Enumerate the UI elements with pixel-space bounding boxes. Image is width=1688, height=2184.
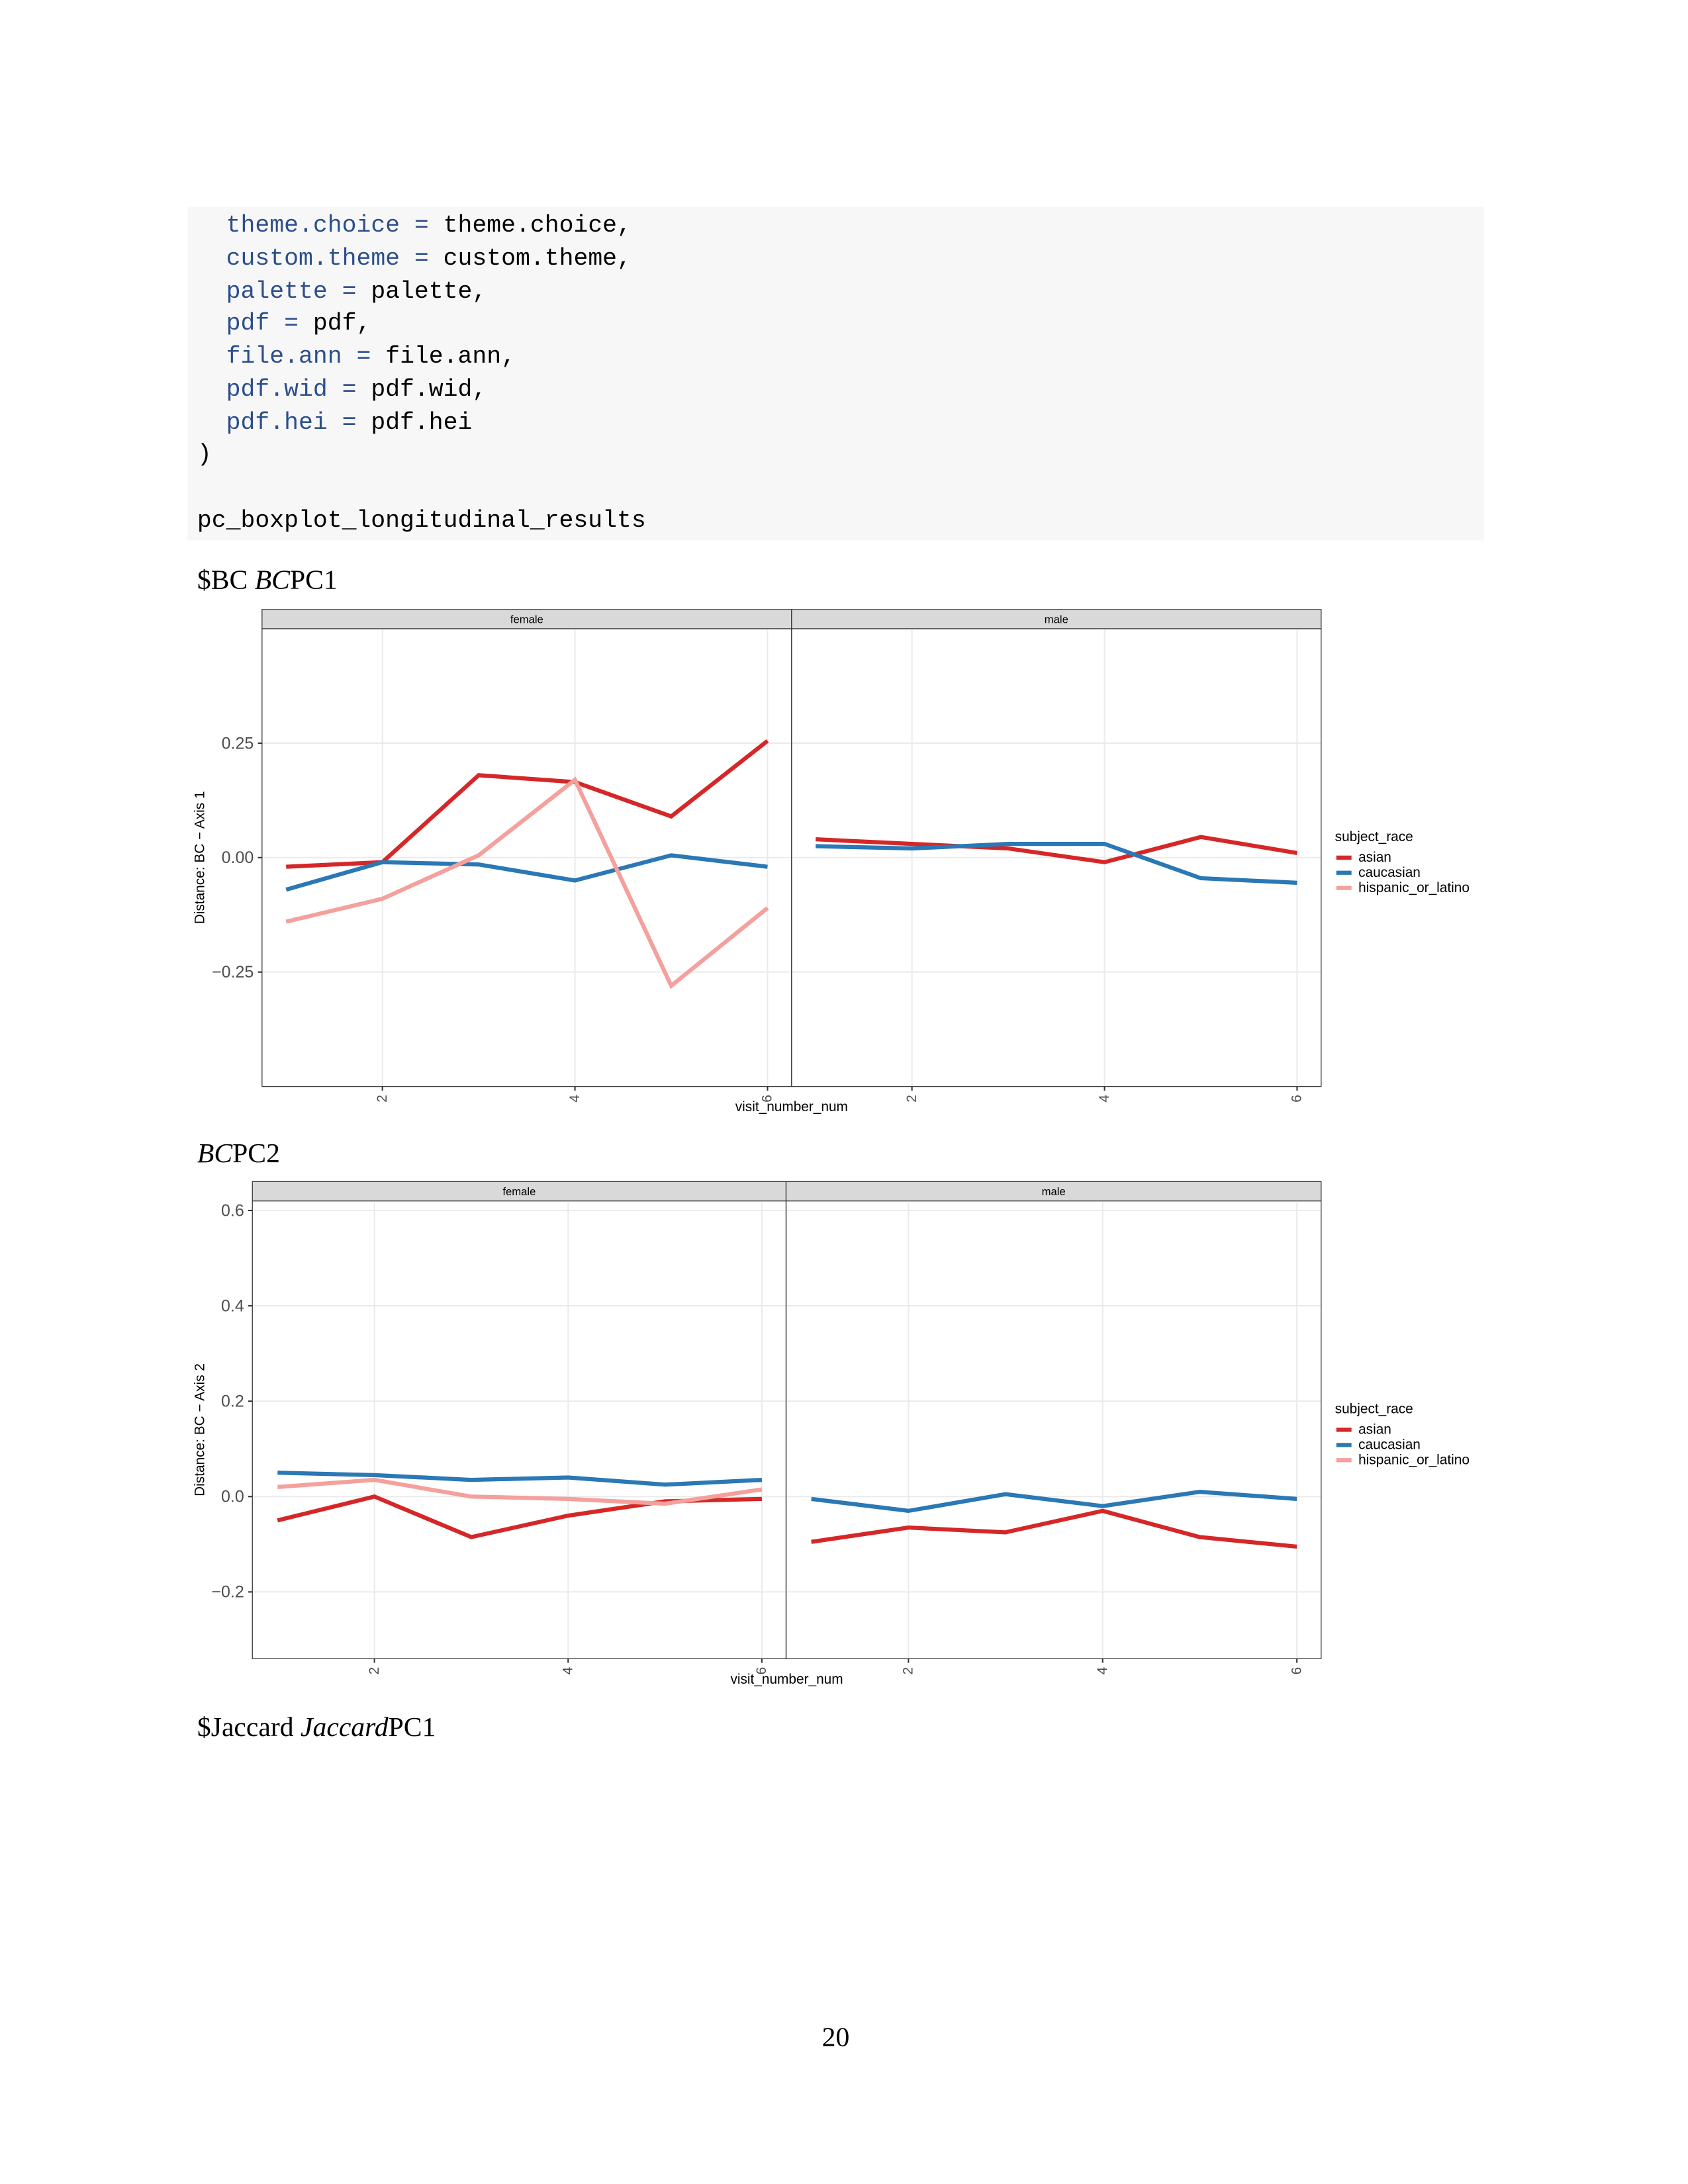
- section-heading: $Jaccard JaccardPC1: [197, 1712, 436, 1743]
- y-tick-label: 0.6: [221, 1201, 244, 1220]
- code-block: [187, 206, 1484, 541]
- x-tick-label: 2: [904, 1095, 919, 1103]
- x-tick-label: 6: [754, 1667, 769, 1675]
- section-heading: $BC BCPC1: [197, 565, 338, 596]
- series-line: [816, 841, 1297, 885]
- x-tick-label: 2: [375, 1095, 390, 1103]
- x-tick-label: 2: [367, 1667, 382, 1675]
- x-tick-label: 6: [760, 1095, 775, 1103]
- code-value: file.ann,: [385, 343, 516, 370]
- panel-border: [791, 628, 1322, 1087]
- code-value: pdf.wid,: [371, 376, 487, 403]
- y-axis-label: Distance: BC − Axis 1: [192, 791, 207, 924]
- x-axis-label: visit_number_num: [730, 1672, 843, 1687]
- legend-label: caucasian: [1358, 865, 1421, 880]
- code-value: custom.theme,: [444, 245, 632, 272]
- series-line: [286, 739, 769, 869]
- code-value: pdf,: [313, 310, 371, 337]
- x-tick-label: 4: [1095, 1667, 1110, 1675]
- code-line: pc_boxplot_longitudinal_results: [197, 507, 646, 534]
- code-line: pdf.wid = pdf.wid,: [226, 376, 487, 403]
- code-line: pdf = pdf,: [226, 310, 371, 337]
- facet-label: male: [1042, 1185, 1066, 1198]
- heading-part: PC1: [290, 565, 338, 596]
- facet-label: female: [510, 614, 543, 626]
- y-tick-label: 0.25: [222, 734, 254, 752]
- code-value: palette,: [371, 278, 487, 305]
- strip: [791, 609, 1322, 629]
- code-value: pdf.hei: [371, 409, 472, 436]
- panel-border: [252, 1200, 787, 1659]
- y-tick-label: −0.2: [211, 1583, 244, 1602]
- strip: [785, 1181, 1322, 1202]
- legend-label: caucasian: [1358, 1437, 1421, 1453]
- page-number: 20: [822, 2023, 850, 2053]
- facet-label: female: [502, 1185, 536, 1198]
- series-line: [277, 1471, 763, 1487]
- code-line: custom.theme = custom.theme,: [226, 245, 632, 272]
- y-tick-label: 0.2: [221, 1392, 244, 1411]
- series-line: [285, 853, 768, 892]
- x-tick-label: 2: [901, 1667, 916, 1675]
- heading-part: BC: [255, 565, 291, 596]
- code-value: theme.choice,: [444, 212, 632, 239]
- panel-border: [785, 1200, 1322, 1659]
- heading-part: $Jaccard: [197, 1712, 301, 1743]
- code-line: palette = palette,: [226, 278, 487, 305]
- code-arg: theme.choice =: [226, 212, 429, 239]
- y-axis-label: Distance: BC − Axis 2: [192, 1363, 207, 1496]
- series-line: [811, 1489, 1297, 1514]
- x-axis-label: visit_number_num: [735, 1099, 848, 1115]
- series-line: [816, 835, 1297, 864]
- legend-title: subject_race: [1335, 829, 1413, 844]
- code-line: theme.choice = theme.choice,: [226, 212, 632, 239]
- code-arg: custom.theme =: [226, 245, 429, 272]
- legend-label: asian: [1358, 1422, 1391, 1437]
- code-arg: pdf.wid =: [226, 376, 357, 403]
- x-tick-label: 6: [1289, 1095, 1305, 1103]
- y-tick-label: 0.00: [222, 848, 254, 867]
- code-arg: file.ann =: [226, 343, 371, 370]
- code-arg: palette =: [226, 278, 357, 305]
- code-arg: pdf =: [226, 310, 299, 337]
- facet-label: male: [1045, 614, 1068, 626]
- legend-label: hispanic_or_latino: [1358, 1453, 1470, 1468]
- code-arg: pdf.hei =: [226, 409, 357, 436]
- x-tick-label: 4: [561, 1667, 576, 1675]
- code-line: pdf.hei = pdf.hei: [226, 409, 473, 436]
- heading-part: Jaccard: [301, 1712, 389, 1743]
- y-tick-label: 0.0: [221, 1488, 244, 1506]
- x-tick-label: 6: [1289, 1667, 1304, 1675]
- series-line: [285, 776, 769, 989]
- series-line: [277, 1477, 763, 1506]
- x-tick-label: 4: [1097, 1095, 1112, 1103]
- legend-label: asian: [1358, 850, 1391, 865]
- legend-label: hispanic_or_latino: [1358, 880, 1470, 895]
- legend-title: subject_race: [1335, 1401, 1413, 1416]
- y-tick-label: 0.4: [221, 1297, 244, 1315]
- heading-part: PC1: [389, 1712, 436, 1743]
- heading-part: PC2: [232, 1138, 280, 1169]
- code-line: file.ann = file.ann,: [226, 343, 516, 370]
- x-tick-label: 4: [567, 1095, 583, 1103]
- heading-part: BC: [197, 1138, 233, 1169]
- section-heading: BCPC2: [197, 1138, 280, 1169]
- series-line: [811, 1508, 1297, 1549]
- series-line: [277, 1494, 762, 1539]
- code-line: ): [197, 441, 212, 468]
- heading-part: $BC: [197, 565, 255, 596]
- y-tick-label: −0.25: [212, 963, 254, 981]
- strip: [252, 1181, 787, 1202]
